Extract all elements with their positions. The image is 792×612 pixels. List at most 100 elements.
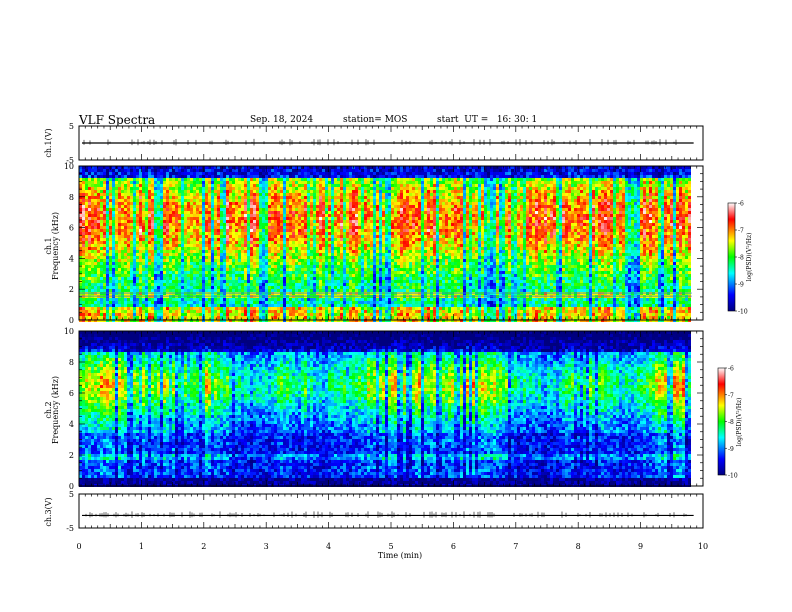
- spectrogram-cell: [319, 259, 322, 262]
- spectrogram-cell: [178, 226, 181, 229]
- spectrogram-cell: [193, 223, 196, 226]
- spectrogram-cell: [190, 259, 193, 262]
- spectrogram-cell: [157, 232, 160, 235]
- spectrogram-cell: [358, 169, 361, 172]
- spectrogram-cell: [337, 238, 340, 241]
- spectrogram-cell: [151, 214, 154, 217]
- spectrogram-cell: [166, 271, 169, 274]
- spectrogram-cell: [295, 208, 298, 211]
- spectrogram-cell: [277, 301, 280, 304]
- spectrogram-cell: [235, 202, 238, 205]
- spectrogram-cell: [214, 175, 217, 178]
- spectrogram-cell: [253, 274, 256, 277]
- spectrogram-cell: [322, 283, 325, 286]
- spectrogram-cell: [163, 250, 166, 253]
- spectrogram-cell: [289, 298, 292, 301]
- spectrogram-cell: [331, 274, 334, 277]
- spectrogram-cell: [157, 280, 160, 283]
- spectrogram-cell: [100, 280, 103, 283]
- spectrogram-cell: [133, 220, 136, 223]
- spectrogram-cell: [160, 289, 163, 292]
- spectrogram-cell: [259, 166, 262, 169]
- spectrogram-cell: [319, 202, 322, 205]
- spectrogram-cell: [289, 211, 292, 214]
- spectrogram-cell: [253, 265, 256, 268]
- spectrogram-cell: [346, 289, 349, 292]
- spectrogram-cell: [226, 175, 229, 178]
- spectrogram-cell: [358, 241, 361, 244]
- spectrogram-cell: [349, 226, 352, 229]
- spectrogram-cell: [181, 211, 184, 214]
- spectrogram-cell: [358, 229, 361, 232]
- spectrogram-cell: [196, 223, 199, 226]
- spectrogram-cell: [307, 286, 310, 289]
- spectrogram-cell: [214, 292, 217, 295]
- spectrogram-cell: [310, 250, 313, 253]
- spectrogram-cell: [193, 205, 196, 208]
- spectrogram-cell: [82, 286, 85, 289]
- spectrogram-cell: [166, 244, 169, 247]
- spectrogram-cell: [244, 190, 247, 193]
- spectrogram-cell: [238, 199, 241, 202]
- spectrogram-cell: [259, 244, 262, 247]
- spectrogram-cell: [250, 277, 253, 280]
- spectrogram-cell: [337, 181, 340, 184]
- spectrogram-cell: [82, 193, 85, 196]
- spectrogram-cell: [184, 301, 187, 304]
- spectrogram-cell: [304, 172, 307, 175]
- spectrogram-cell: [97, 178, 100, 181]
- spectrogram-cell: [97, 193, 100, 196]
- spectrogram-cell: [322, 214, 325, 217]
- spectrogram-cell: [187, 286, 190, 289]
- spectrogram-cell: [334, 265, 337, 268]
- spectrogram-cell: [253, 262, 256, 265]
- spectrogram-cell: [130, 298, 133, 301]
- spectrogram-cell: [334, 280, 337, 283]
- spectrogram-cell: [232, 214, 235, 217]
- spectrogram-cell: [265, 214, 268, 217]
- spectrogram-cell: [115, 229, 118, 232]
- spectrogram-cell: [169, 286, 172, 289]
- spectrogram-cell: [94, 196, 97, 199]
- spectrogram-cell: [115, 193, 118, 196]
- spectrogram-cell: [109, 229, 112, 232]
- spectrogram-cell: [109, 184, 112, 187]
- spectrogram-cell: [331, 214, 334, 217]
- spectrogram-cell: [100, 277, 103, 280]
- spectrogram-cell: [202, 217, 205, 220]
- spectrogram-cell: [340, 244, 343, 247]
- spectrogram-cell: [109, 199, 112, 202]
- spectrogram-cell: [307, 301, 310, 304]
- spectrogram-cell: [100, 268, 103, 271]
- spectrogram-cell: [259, 205, 262, 208]
- spectrogram-cell: [199, 202, 202, 205]
- spectrogram-cell: [124, 229, 127, 232]
- spectrogram-cell: [157, 304, 160, 307]
- spectrogram-cell: [331, 244, 334, 247]
- spectrogram-cell: [358, 235, 361, 238]
- spectrogram-cell: [199, 313, 202, 316]
- spectrogram-cell: [247, 193, 250, 196]
- spectrogram-cell: [181, 256, 184, 259]
- spectrogram-cell: [247, 253, 250, 256]
- spectrogram-cell: [292, 217, 295, 220]
- spectrogram-cell: [316, 196, 319, 199]
- spectrogram-cell: [100, 199, 103, 202]
- spectrogram-cell: [106, 226, 109, 229]
- spectrogram-cell: [259, 241, 262, 244]
- spectrogram-cell: [136, 202, 139, 205]
- spectrogram-cell: [343, 265, 346, 268]
- spectrogram-cell: [85, 190, 88, 193]
- spectrogram-cell: [85, 301, 88, 304]
- spectrogram-cell: [94, 244, 97, 247]
- spectrogram-cell: [253, 220, 256, 223]
- spectrogram-cell: [265, 259, 268, 262]
- spectrogram-cell: [160, 244, 163, 247]
- spectrogram-cell: [163, 286, 166, 289]
- spectrogram-cell: [343, 253, 346, 256]
- spectrogram-cell: [88, 292, 91, 295]
- spectrogram-cell: [124, 253, 127, 256]
- spectrogram-cell: [157, 313, 160, 316]
- spectrogram-cell: [283, 175, 286, 178]
- spectrogram-cell: [271, 175, 274, 178]
